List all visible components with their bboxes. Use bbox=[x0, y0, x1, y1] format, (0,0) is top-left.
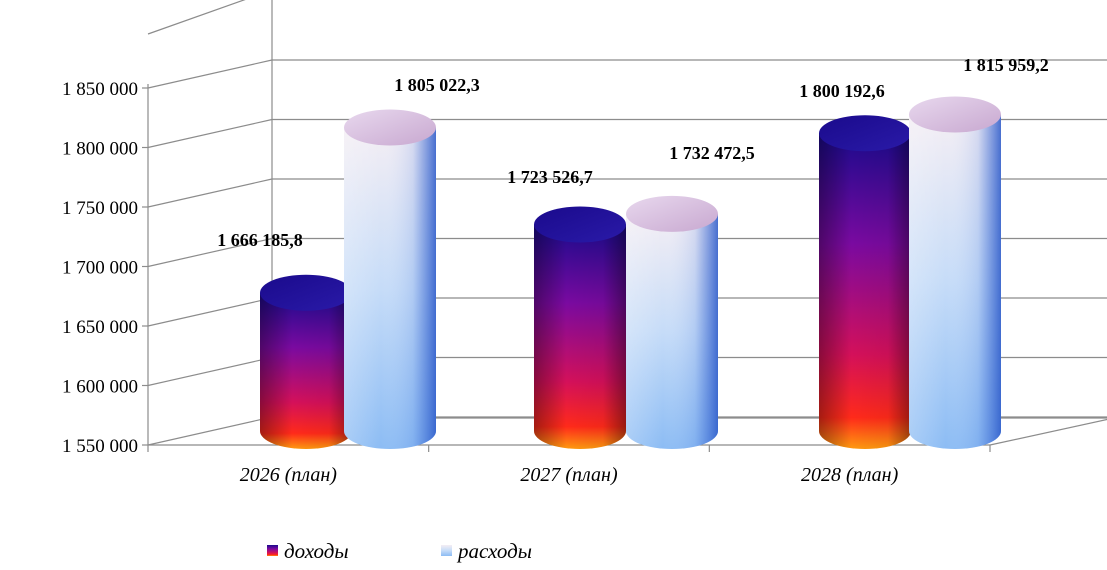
bars bbox=[260, 96, 1001, 450]
data-label: 1 805 022,3 bbox=[394, 75, 480, 95]
data-label: 1 800 192,6 bbox=[799, 81, 885, 101]
cylinder-top bbox=[819, 115, 911, 152]
cylinder-top bbox=[344, 109, 436, 146]
cylinder-shading bbox=[909, 114, 1001, 450]
y-tick-label: 1 850 000 bbox=[62, 79, 138, 100]
cylinder-top bbox=[534, 206, 626, 243]
data-label: 1 815 959,2 bbox=[963, 55, 1049, 75]
gridline-side bbox=[147, 178, 273, 208]
gridline-side bbox=[147, 297, 273, 327]
y-tick-label: 1 650 000 bbox=[62, 317, 138, 338]
cylinder-top bbox=[909, 96, 1001, 133]
x-tick-label: 2026 (план) bbox=[240, 464, 338, 486]
gridline-side bbox=[147, 237, 273, 268]
bar-income bbox=[534, 206, 626, 449]
bar-expense bbox=[344, 109, 436, 449]
cylinder-shading bbox=[344, 127, 436, 449]
legend-label-income: доходы bbox=[284, 539, 349, 563]
data-label: 1 723 526,7 bbox=[507, 167, 593, 187]
legend-swatch-expense bbox=[441, 545, 452, 556]
cylinder-top bbox=[626, 195, 718, 232]
cylinder-shading bbox=[534, 224, 626, 449]
bar-expense bbox=[626, 195, 718, 449]
gridline-side bbox=[147, 59, 273, 89]
bar-income bbox=[260, 274, 352, 449]
floor-right-edge bbox=[989, 418, 1107, 446]
y-axis: 1 550 000 1 600 000 1 650 000 1 700 000 1 75… bbox=[62, 79, 149, 457]
legend-swatch-income bbox=[267, 545, 278, 556]
y-tick-label: 1 600 000 bbox=[62, 377, 138, 398]
x-tick-label: 2027 (план) bbox=[520, 464, 618, 486]
y-tick-label: 1 550 000 bbox=[62, 436, 138, 457]
gridline-side bbox=[147, 356, 273, 387]
y-tick-label: 1 700 000 bbox=[62, 258, 138, 279]
bar-income bbox=[819, 115, 911, 449]
data-labels: 1 666 185,8 1 723 526,7 1 800 192,6 1 805 0… bbox=[217, 55, 1049, 250]
legend: доходы расходы bbox=[267, 539, 532, 563]
cylinder-shading bbox=[626, 213, 718, 449]
gridline-side bbox=[147, 416, 273, 446]
data-label: 1 732 472,5 bbox=[669, 143, 755, 163]
data-label: 1 666 185,8 bbox=[217, 230, 303, 250]
y-tick-label: 1 750 000 bbox=[62, 198, 138, 219]
x-tick-label: 2028 (план) bbox=[801, 464, 899, 486]
cylinder-shading bbox=[260, 292, 352, 449]
cylinder-shading bbox=[819, 133, 911, 449]
x-axis: 2026 (план) 2027 (план) 2028 (план) bbox=[147, 445, 991, 486]
bar-expense bbox=[909, 96, 1001, 450]
gridline-side bbox=[147, 118, 273, 149]
gridline-side bbox=[147, 0, 246, 35]
legend-label-expense: расходы bbox=[456, 539, 532, 563]
cylinder-top bbox=[260, 274, 352, 311]
y-tick-label: 1 800 000 bbox=[62, 139, 138, 160]
